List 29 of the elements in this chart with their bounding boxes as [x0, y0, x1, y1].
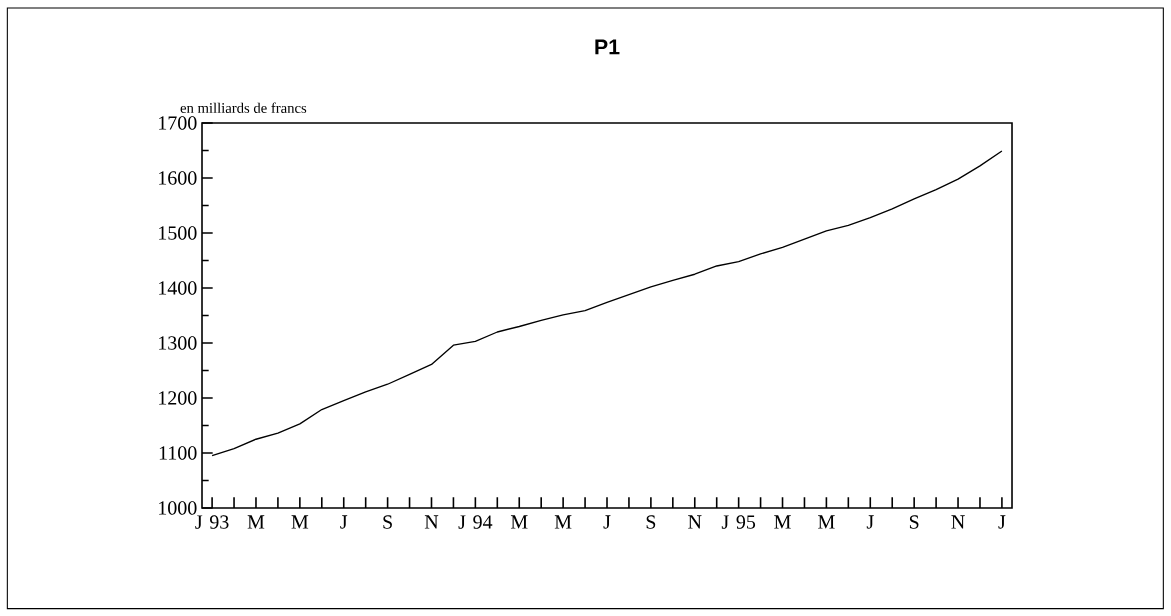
y-tick-label: 1200 [159, 391, 197, 405]
y-tick-label: 1500 [159, 226, 197, 240]
y-tick-label: 1000 [159, 501, 197, 515]
x-tick-label: M [510, 515, 528, 529]
x-tick-label: N [951, 515, 965, 529]
y-tick-label: 1100 [159, 446, 197, 460]
x-tick-label: N [688, 515, 702, 529]
x-tick-label: S [646, 515, 656, 529]
x-tick-label: S [909, 515, 919, 529]
y-axis-title: en milliards de francs [180, 102, 307, 113]
x-tick-label: M [774, 515, 791, 529]
chart-title: P1 [595, 39, 620, 55]
x-tick-label: M [247, 515, 265, 529]
x-tick-label: S [383, 515, 392, 529]
y-tick-label: 1400 [159, 281, 197, 295]
x-tick-label: J [603, 515, 611, 529]
x-tick-label: J [340, 515, 348, 529]
x-tick-label: J 95 [721, 515, 756, 529]
x-tick-label: M [554, 515, 572, 529]
x-tick-label: N [424, 515, 439, 529]
x-tick-label: J 94 [458, 515, 493, 529]
y-tick-label: 1700 [159, 116, 197, 130]
y-tick-label: 1300 [159, 336, 197, 350]
x-tick-label: M [818, 515, 835, 529]
x-tick-label: M [291, 515, 309, 529]
x-tick-label: J [866, 515, 874, 529]
x-tick-label: J [998, 515, 1006, 529]
x-tick-label: J 93 [195, 515, 229, 529]
y-tick-label: 1600 [159, 171, 197, 185]
